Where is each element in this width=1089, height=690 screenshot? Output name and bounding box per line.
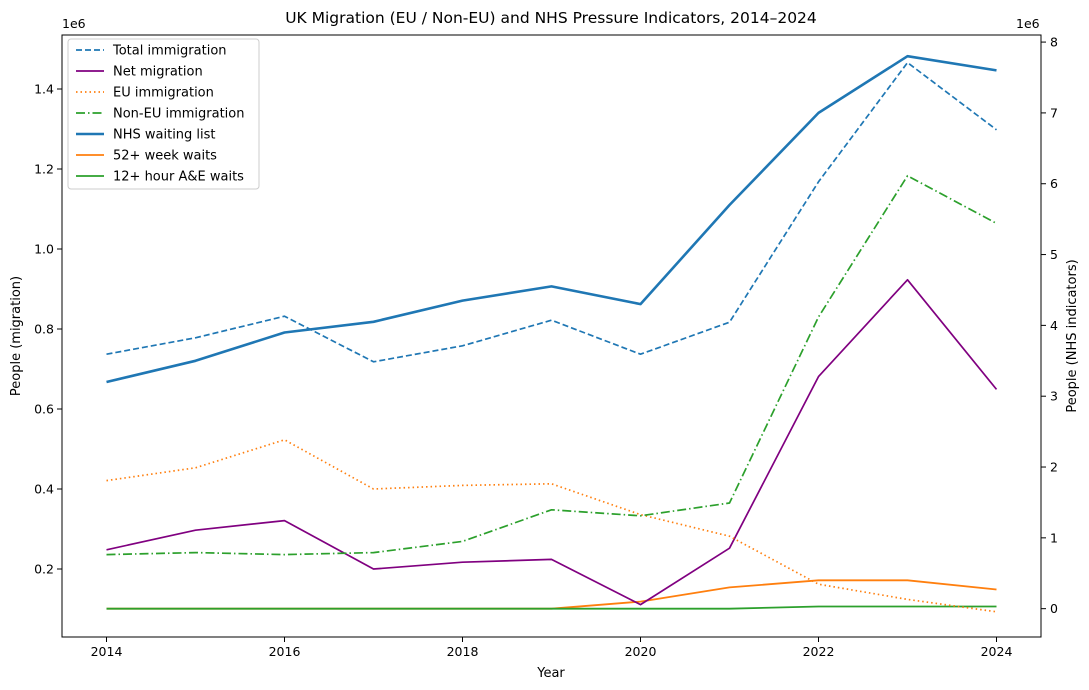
ticks-layer: 2014 2016 2018 2020 2022 20240.20.40.60.81.01… xyxy=(34,35,1058,659)
y-tick-label-left: 0.6 xyxy=(34,402,54,417)
y-tick-label-right: 5 xyxy=(1050,247,1058,262)
y-tick-label-left: 1.0 xyxy=(34,242,54,257)
legend-label-eu-immigration: EU immigration xyxy=(113,86,214,101)
y-tick-label-right: 1 xyxy=(1050,530,1058,545)
y-tick-label-right: 3 xyxy=(1050,389,1058,404)
series-line-net-migration xyxy=(106,278,998,606)
y-tick-label-right: 4 xyxy=(1050,318,1058,333)
y-tick-label-right: 7 xyxy=(1050,105,1058,120)
x-tick-label: 2020 xyxy=(625,644,657,659)
legend-label-52-week-waits: 52+ week waits xyxy=(113,149,217,164)
y-tick-label-right: 2 xyxy=(1050,460,1058,475)
legend-label-nhs-waiting-list: NHS waiting list xyxy=(113,128,216,143)
y-axis-label-right: People (NHS indicators) xyxy=(1065,259,1080,412)
right-axis-offset: 1e6 xyxy=(1016,16,1040,31)
y-tick-label-left: 0.8 xyxy=(34,322,54,337)
x-tick-label: 2014 xyxy=(91,644,123,659)
legend-label-net-migration: Net migration xyxy=(113,65,203,80)
series-line-12-hour-aande-waits xyxy=(106,605,997,610)
y-axis-label-left: People (migration) xyxy=(9,276,24,396)
series-line-nhs-waiting-list xyxy=(106,54,997,384)
legend-label-non-eu-immigration: Non-EU immigration xyxy=(113,107,245,122)
y-tick-label-left: 1.4 xyxy=(34,82,54,97)
y-tick-label-right: 8 xyxy=(1050,35,1058,50)
legend: Total immigration Net migration EU immigra… xyxy=(67,38,260,190)
chart-title: UK Migration (EU / Non-EU) and NHS Press… xyxy=(285,9,817,27)
x-tick-label: 2024 xyxy=(981,644,1013,659)
series-layer xyxy=(106,54,998,613)
legend-label-total-immigration: Total immigration xyxy=(112,44,227,59)
y-tick-label-left: 1.2 xyxy=(34,162,54,177)
x-tick-label: 2018 xyxy=(447,644,479,659)
legend-label-12-hour-aande-waits: 12+ hour A&E waits xyxy=(113,170,244,185)
y-tick-label-right: 0 xyxy=(1050,601,1058,616)
series-line-non-eu-immigration xyxy=(106,174,997,556)
x-tick-label: 2022 xyxy=(803,644,835,659)
y-tick-label-left: 0.2 xyxy=(34,562,54,577)
legend-box xyxy=(67,38,260,190)
x-axis-label: Year xyxy=(536,666,565,681)
left-axis-offset: 1e6 xyxy=(62,16,86,31)
y-tick-label-left: 0.4 xyxy=(34,482,54,497)
plot-frame xyxy=(61,34,1042,638)
y-tick-label-right: 6 xyxy=(1050,176,1058,191)
x-tick-label: 2016 xyxy=(269,644,301,659)
series-line-eu-immigration xyxy=(106,438,997,613)
